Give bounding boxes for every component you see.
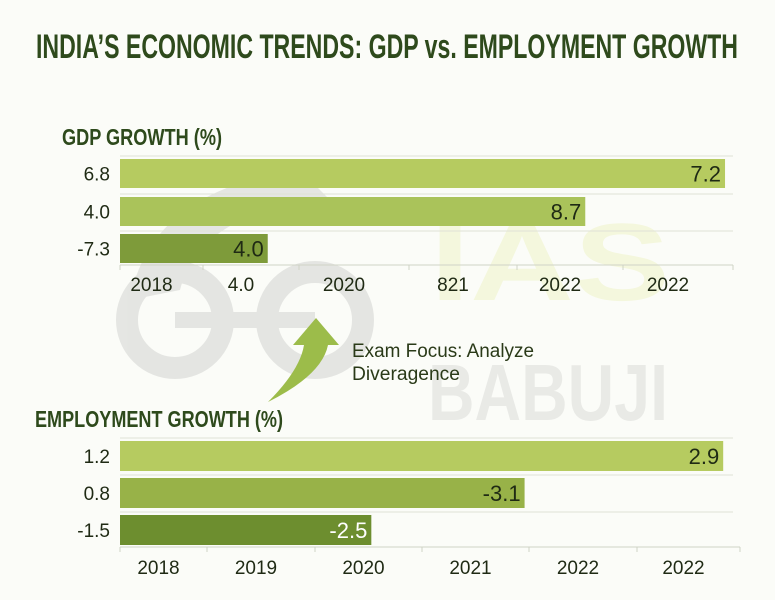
bar (120, 159, 726, 188)
data-label: 4.0 (233, 237, 264, 262)
arrow-up-icon (268, 318, 339, 402)
x-tick-label: 2020 (342, 558, 384, 579)
chart-title: INDIA’S ECONOMIC TRENDS: GDP vs. EMPLOYM… (36, 28, 738, 66)
bar (120, 515, 372, 545)
x-tick-label: 2022 (557, 558, 599, 579)
x-tick-label: 821 (437, 275, 469, 296)
gdp-growth-panel: GDP GROWTH (%) 6.8 7.2 4.0 8.7 -7.3 4.0 2018 4.0… (62, 124, 734, 296)
panel-title: GDP GROWTH (%) (62, 124, 222, 150)
bar (120, 234, 268, 263)
annotation-line-2: Diveragence (352, 364, 460, 385)
data-label: -2.5 (329, 518, 367, 543)
x-tick-label: 2022 (662, 558, 704, 579)
category-label: 6.8 (84, 165, 110, 186)
x-tick-label: 2022 (539, 275, 581, 296)
x-tick-label: 2022 (647, 275, 689, 296)
annotation: Exam Focus: Analyze Diveragence (268, 318, 534, 402)
bar (120, 478, 525, 508)
x-tick-label: 2018 (130, 275, 172, 296)
x-tick-label: 4.0 (228, 275, 254, 296)
category-label: 0.8 (84, 484, 110, 505)
bar (120, 441, 724, 471)
category-label: -1.5 (77, 521, 110, 542)
watermark-text-bottom: BABUJI (428, 348, 668, 437)
data-label: 7.2 (690, 162, 721, 187)
category-label: 1.2 (84, 447, 110, 468)
x-tick-label: 2021 (449, 558, 491, 579)
category-label: -7.3 (77, 240, 110, 261)
category-label: 4.0 (84, 203, 110, 224)
annotation-line-1: Exam Focus: Analyze (352, 341, 534, 362)
x-tick-label: 2020 (323, 275, 365, 296)
employment-growth-panel: EMPLOYMENT GROWTH (%) 1.2 2.9 0.8 -3.1 -1.5 -2… (35, 406, 741, 579)
x-tick-label: 2018 (137, 558, 179, 579)
x-tick-label: 2019 (235, 558, 277, 579)
data-label: 8.7 (551, 200, 582, 225)
bar (120, 197, 586, 226)
panel-title: EMPLOYMENT GROWTH (%) (35, 406, 283, 432)
data-label: -3.1 (483, 481, 521, 506)
data-label: 2.9 (689, 444, 720, 469)
